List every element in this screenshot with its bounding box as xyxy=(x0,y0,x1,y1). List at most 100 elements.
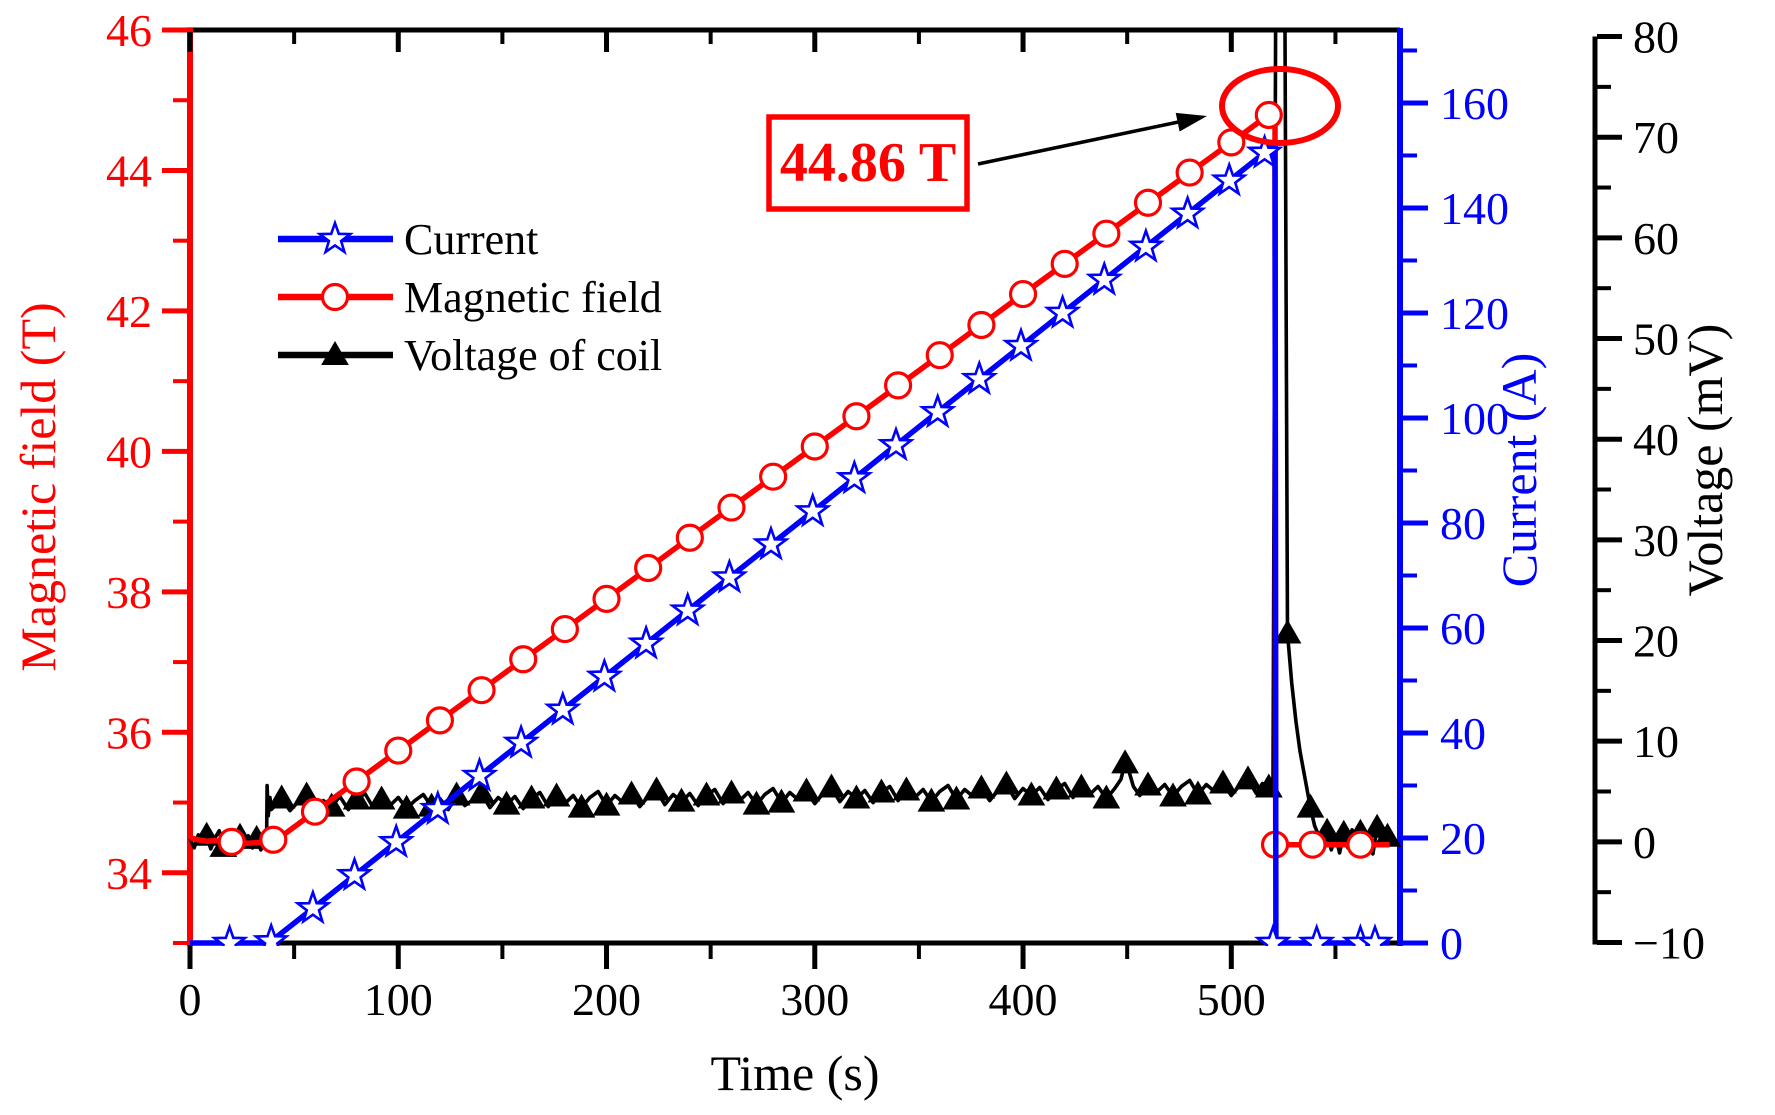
voltage-tick-label: 20 xyxy=(1633,616,1679,667)
star-marker xyxy=(316,219,354,256)
star-marker xyxy=(210,923,249,946)
circle-marker xyxy=(1346,830,1375,859)
circle-marker xyxy=(925,341,954,370)
triangle-marker xyxy=(617,780,646,805)
triangle-marker xyxy=(917,787,946,812)
triangle-marker xyxy=(992,770,1021,795)
triangle-marker xyxy=(492,790,521,815)
x-tick-label: 500 xyxy=(1197,974,1266,1025)
star-marker xyxy=(418,789,457,826)
legend-label: Current xyxy=(404,215,538,264)
triangle-marker xyxy=(692,781,721,806)
circle-marker xyxy=(342,767,371,796)
star-marker xyxy=(627,623,666,660)
star-marker xyxy=(585,656,624,694)
star-marker xyxy=(1210,160,1249,197)
triangle-marker xyxy=(517,784,546,809)
star-marker xyxy=(918,392,957,429)
circle-marker xyxy=(592,584,621,613)
voltage-tick-label: −10 xyxy=(1633,917,1705,968)
triangle-marker xyxy=(792,777,821,802)
field-tick-label: 36 xyxy=(106,707,152,758)
voltage-tick-label: 40 xyxy=(1633,414,1679,465)
voltage-tick-label: 60 xyxy=(1633,213,1679,264)
triangle-marker xyxy=(1296,793,1325,818)
triangle-marker xyxy=(642,776,671,801)
triangle-marker xyxy=(542,782,571,807)
field-tick-label: 34 xyxy=(106,848,152,899)
triangle-marker xyxy=(1273,619,1302,644)
voltage-tick-label: 30 xyxy=(1633,515,1679,566)
triangle-marker xyxy=(1159,782,1187,807)
circle-marker xyxy=(883,371,913,400)
triangle-marker xyxy=(1042,775,1071,800)
triangle-marker xyxy=(592,791,621,816)
star-marker xyxy=(335,855,374,892)
x-tick-label: 100 xyxy=(364,974,433,1025)
circle-marker xyxy=(1050,249,1079,278)
current-tick-label: 100 xyxy=(1440,393,1509,444)
circle-marker xyxy=(717,493,746,522)
triangle-marker xyxy=(321,341,349,365)
circle-marker xyxy=(509,645,538,674)
annotation-ellipse xyxy=(1219,66,1341,146)
star-marker xyxy=(1253,923,1292,946)
voltage-axis: −10 0 10 20 30 40 50 60 70 80 Voltage (mV) xyxy=(1597,12,1733,968)
current-axis: 0 20 40 60 80 100 120 140 160 Current (A) xyxy=(1403,48,1547,969)
circle-marker xyxy=(842,402,871,431)
circle-marker xyxy=(425,706,455,735)
x-tick-label: 300 xyxy=(780,974,849,1025)
voltage-tick-label: 0 xyxy=(1633,817,1656,868)
star-marker xyxy=(793,491,832,528)
field-axis-title: Magnetic field (T) xyxy=(10,302,66,671)
voltage-axis-title: Voltage (mV) xyxy=(1677,324,1733,597)
circle-marker xyxy=(1092,219,1121,248)
series-line xyxy=(189,107,1390,848)
voltage-tick-label: 50 xyxy=(1633,314,1679,365)
current-axis-title: Current (A) xyxy=(1491,353,1547,588)
current-tick-label: 120 xyxy=(1440,288,1509,339)
field-tick-label: 46 xyxy=(106,5,152,56)
current-tick-label: 140 xyxy=(1440,183,1509,234)
circle-marker xyxy=(300,797,330,826)
annotation-text: 44.86 T xyxy=(780,132,956,194)
circle-marker xyxy=(467,676,496,705)
star-marker xyxy=(668,590,707,627)
triangle-marker xyxy=(667,787,696,812)
annotation-arrow xyxy=(977,118,1189,166)
legend-item-magnetic-field: Magnetic field xyxy=(278,273,662,322)
circle-marker xyxy=(259,825,288,854)
triangle-marker xyxy=(742,790,771,815)
circle-marker xyxy=(800,432,829,461)
current-tick-label: 160 xyxy=(1440,78,1509,129)
triangle-marker xyxy=(567,793,596,818)
annotation-arrowhead xyxy=(1175,112,1207,132)
x-axis: 0 100 200 300 400 500 Time (s) xyxy=(179,32,1338,1101)
triangle-marker xyxy=(392,794,421,819)
legend-label: Voltage of coil xyxy=(404,331,662,380)
legend: Current Magnetic field Voltage of coil xyxy=(278,215,662,380)
triangle-marker xyxy=(1134,771,1162,796)
triangle-marker xyxy=(867,778,896,803)
circle-marker xyxy=(217,827,246,856)
star-marker xyxy=(752,524,791,561)
triangle-marker xyxy=(717,779,746,804)
star-marker xyxy=(1356,923,1394,946)
triangle-marker xyxy=(967,774,996,799)
star-marker xyxy=(1297,923,1336,946)
star-marker xyxy=(1043,293,1082,330)
star-marker xyxy=(1085,259,1124,297)
star-marker xyxy=(877,425,915,462)
current-tick-label: 20 xyxy=(1440,813,1486,864)
triangle-marker xyxy=(892,776,921,801)
triangle-marker xyxy=(1067,773,1096,798)
circle-marker xyxy=(320,282,350,312)
annotation: 44.86 T xyxy=(766,66,1341,212)
circle-marker xyxy=(384,736,413,765)
series-magnetic-field xyxy=(189,100,1390,859)
star-marker xyxy=(710,557,749,594)
star-marker xyxy=(460,756,499,793)
voltage-tick-label: 80 xyxy=(1633,12,1679,63)
star-marker xyxy=(960,359,999,396)
